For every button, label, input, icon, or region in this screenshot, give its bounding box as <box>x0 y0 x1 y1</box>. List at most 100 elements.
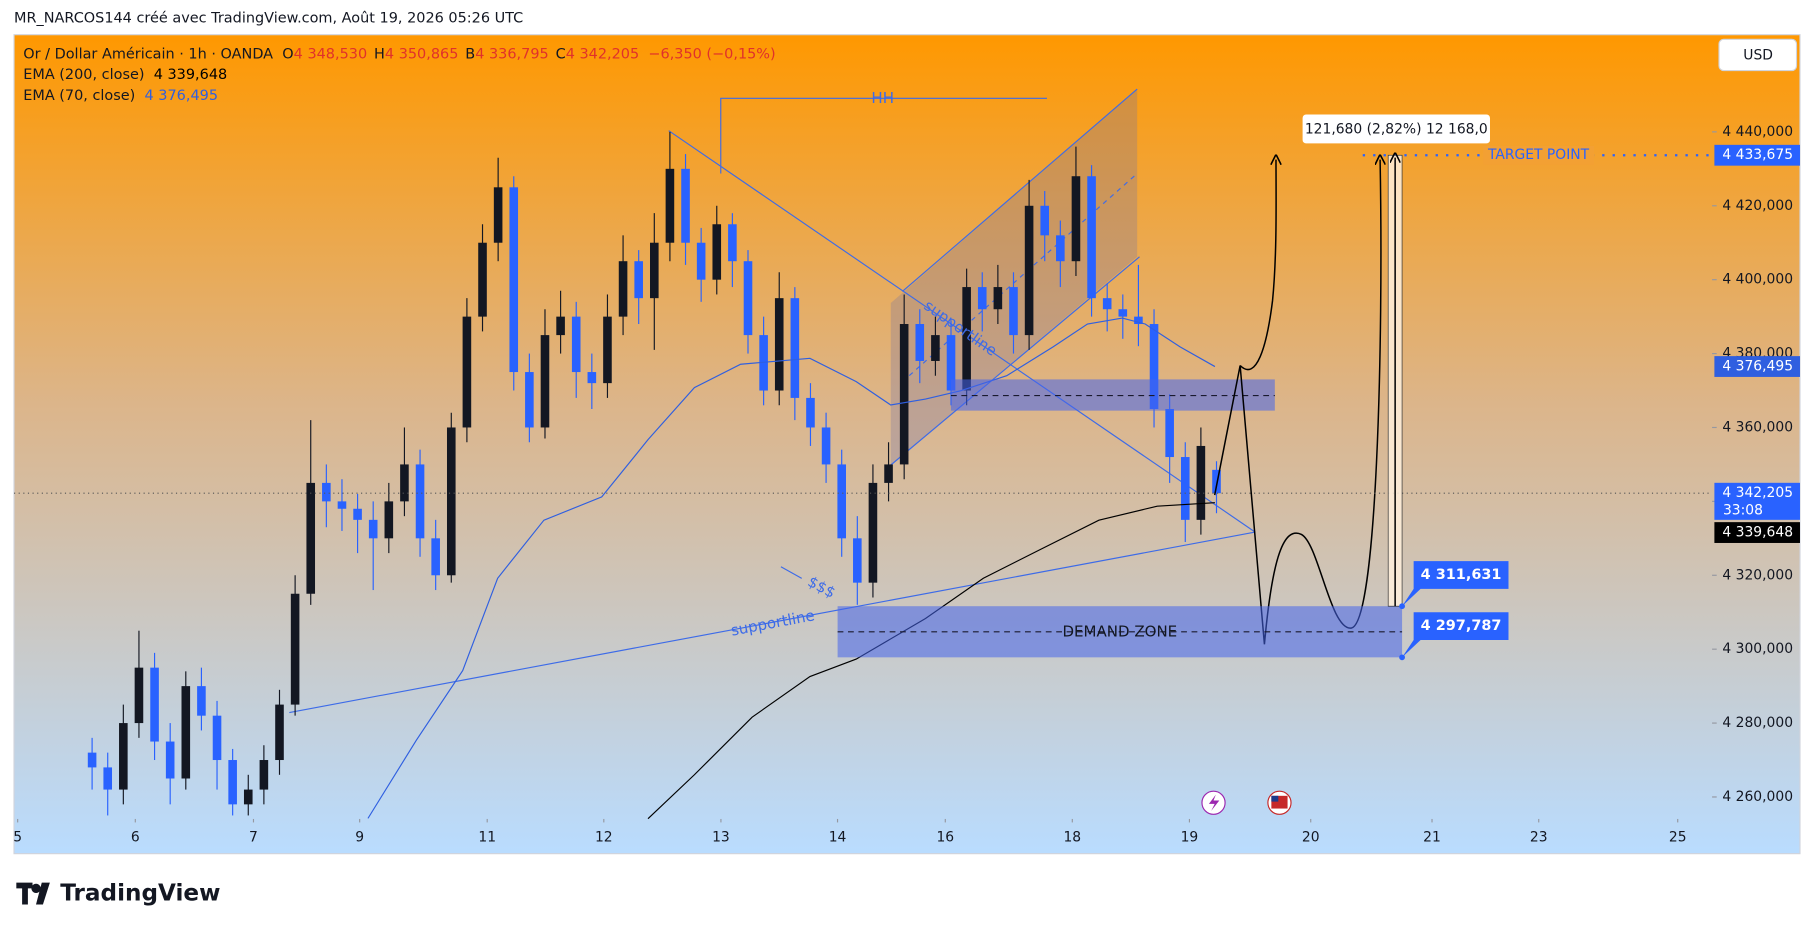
candle-body <box>165 741 175 779</box>
candle-body <box>1102 298 1112 310</box>
flag-icon <box>1271 795 1279 802</box>
candle-body <box>462 316 472 428</box>
candle-body <box>899 324 909 465</box>
candle-body <box>306 482 316 594</box>
candle-body <box>415 464 425 539</box>
candle-body <box>821 427 831 465</box>
x-tick-label: 20 <box>1302 829 1320 845</box>
logo: TradingView <box>16 881 221 907</box>
currency[interactable]: USD <box>1743 48 1773 64</box>
x-tick-label: 25 <box>1669 829 1687 845</box>
ema-tag <box>1714 356 1800 377</box>
target-label-bg <box>1483 145 1595 165</box>
ema-tag-label: 4 376,495 <box>1722 359 1793 375</box>
candle-body <box>571 316 581 373</box>
candle-body <box>87 752 97 768</box>
candle-body <box>478 242 487 317</box>
ohlc-value: 4 336,795 <box>475 46 548 62</box>
channel-mid <box>901 173 1138 383</box>
candle-body <box>400 464 409 502</box>
candle-body <box>1149 324 1159 410</box>
y-tick-label: 4 280,000 <box>1722 715 1793 731</box>
channel-line <box>890 256 1140 466</box>
x-tick-label: 5 <box>13 829 22 845</box>
price-label: 4 297,787 <box>1421 618 1502 634</box>
candle-body <box>431 538 440 576</box>
hh-label: HH <box>871 89 894 107</box>
candle-body <box>1180 457 1190 520</box>
legend-value: 4 339,648 <box>154 67 227 83</box>
candle-body <box>712 224 722 280</box>
candle-body <box>774 298 784 391</box>
candle-body <box>1087 176 1096 299</box>
candle-body <box>509 187 519 373</box>
target-tag <box>1714 144 1800 166</box>
channel-line <box>901 88 1138 292</box>
support-line <box>289 531 1256 714</box>
y-tick-label: 4 420,000 <box>1722 198 1793 214</box>
y-tick-label: 4 360,000 <box>1722 419 1793 435</box>
candle-body <box>1196 445 1206 520</box>
brand: TradingView <box>60 881 220 907</box>
ohlc-key: C <box>556 46 566 62</box>
ema-tag-label: 4 339,648 <box>1722 525 1793 541</box>
x-tick-label: 16 <box>936 829 954 845</box>
candle-body <box>368 519 378 539</box>
candle-body <box>1009 287 1018 336</box>
legend-entry: EMA (200, close) <box>23 67 144 83</box>
candle-body <box>212 715 222 761</box>
x-tick-label: 9 <box>355 829 364 845</box>
candle-body <box>806 397 815 428</box>
ohlc-key: B <box>465 46 475 62</box>
liquidity-line <box>780 566 803 579</box>
candle-body <box>353 508 362 520</box>
candle-body <box>150 667 159 742</box>
x-tick-label: 12 <box>595 829 613 845</box>
candle-body <box>243 789 253 805</box>
y-tick-label: 4 300,000 <box>1722 641 1793 657</box>
projection-path <box>1239 160 1276 371</box>
candle-body <box>337 501 347 509</box>
candle-body <box>1024 205 1034 336</box>
zone-label: DEMAND ZONE <box>1062 622 1177 640</box>
candle-body <box>977 287 987 310</box>
ohlc-value: 4 348,530 <box>294 46 367 62</box>
target-tag-label: 4 433,675 <box>1722 147 1793 163</box>
x-tick-label: 11 <box>478 829 496 845</box>
candle-body <box>1165 409 1174 458</box>
candle-body <box>665 168 675 243</box>
hh-line <box>720 97 1047 174</box>
candle-body <box>587 372 597 384</box>
candle-body <box>868 482 878 583</box>
candle-body <box>1134 316 1143 325</box>
candle-body <box>884 464 893 483</box>
candle-body <box>603 316 612 384</box>
candle-body <box>1118 309 1128 317</box>
candle-body <box>103 767 113 790</box>
candle-body <box>446 427 456 576</box>
y-tick-label: 4 400,000 <box>1722 272 1793 288</box>
candle-body <box>634 261 643 299</box>
change: −6,350 (−0,15%) <box>648 46 775 62</box>
y-tick-label: 4 320,000 <box>1722 567 1793 583</box>
candle-body <box>1056 235 1065 262</box>
price-label-box <box>1402 561 1509 607</box>
currency-button[interactable] <box>1718 38 1798 72</box>
legend-row: EMA (70, close) 4 376,495 <box>23 88 218 104</box>
candle-body <box>322 482 331 502</box>
candles <box>87 131 1221 820</box>
candle-body <box>556 316 565 336</box>
candle-body <box>728 224 737 262</box>
y-tick-label: 4 260,000 <box>1722 789 1793 805</box>
ohlc-value: 4 350,865 <box>385 46 458 62</box>
candle-body <box>993 287 1003 310</box>
candle-body <box>962 287 971 391</box>
candle-body <box>134 667 144 724</box>
candle-body <box>275 704 284 761</box>
x-tick-label: 23 <box>1530 829 1548 845</box>
candle-body <box>197 686 206 716</box>
y-tick-label: 4 440,000 <box>1722 124 1793 140</box>
target-label: TARGET POINT <box>1487 147 1590 163</box>
candle-body <box>618 261 628 317</box>
axes: 4 260,000 4 280,000 4 300,000 4 320,000 4 34… <box>13 124 1800 845</box>
